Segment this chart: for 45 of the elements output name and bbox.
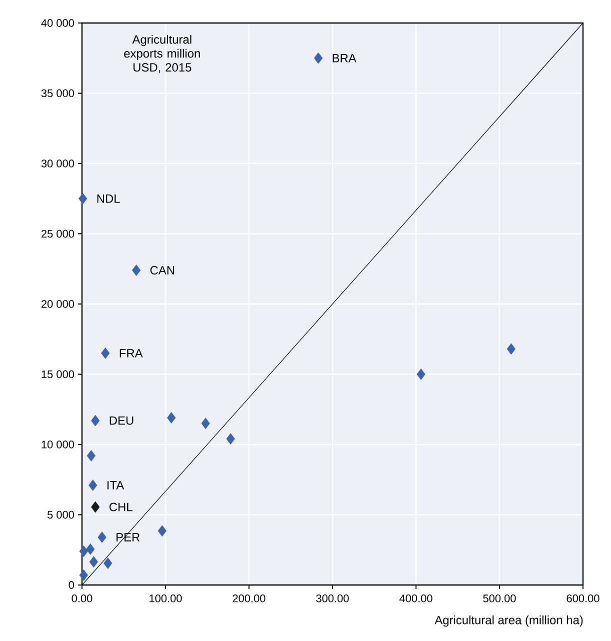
point [506, 343, 516, 355]
y-tick-label: 20 000 [42, 300, 74, 308]
y-tick-label: 30 000 [41, 160, 74, 168]
y-tick-label: 35 000 [41, 89, 74, 98]
point [104, 558, 112, 569]
x-axis-title: Agricultural area (million ha) [434, 616, 583, 627]
point [91, 501, 100, 513]
x-tick-label: 300.00 [316, 594, 349, 602]
point [158, 525, 166, 537]
x-tick-label: 600.00 [566, 594, 600, 602]
annotation: CHL [109, 502, 132, 512]
annotation: FRA [120, 349, 143, 358]
point [101, 347, 110, 359]
annotation: CAN [150, 266, 174, 275]
y-tick-label: 5 000 [47, 510, 74, 519]
point [91, 414, 100, 426]
y-tick-label: 40 000 [41, 19, 74, 27]
y-tick-label: 15 000 [42, 370, 74, 378]
x-tick-label: 400.00 [399, 594, 432, 602]
point [314, 52, 323, 64]
point [132, 264, 141, 276]
point [201, 418, 210, 430]
x-tick-label: 0.00 [72, 594, 92, 602]
x-tick-label: 200.00 [232, 594, 266, 602]
point [226, 433, 235, 445]
point [88, 480, 98, 491]
annotation: ITA [107, 481, 124, 490]
x-tick-label: 100.00 [150, 594, 182, 602]
point [79, 569, 88, 581]
point [78, 192, 88, 204]
point [86, 543, 95, 555]
annotation: BRA [332, 54, 356, 62]
annotation: DEU [110, 416, 134, 425]
point [167, 412, 176, 424]
point [89, 556, 98, 568]
point [79, 546, 88, 557]
annotation: NDL [97, 194, 120, 203]
y-tick-label: 0 [68, 581, 74, 589]
point [98, 532, 106, 543]
y-tick-label: 25 000 [42, 230, 74, 238]
point [416, 368, 426, 380]
y-axis-title: Agricultural exports million USD, 2015 [124, 34, 200, 74]
point [86, 450, 96, 462]
y-tick-label: 10 000 [42, 440, 74, 448]
x-tick-label: 500.00 [483, 594, 516, 602]
